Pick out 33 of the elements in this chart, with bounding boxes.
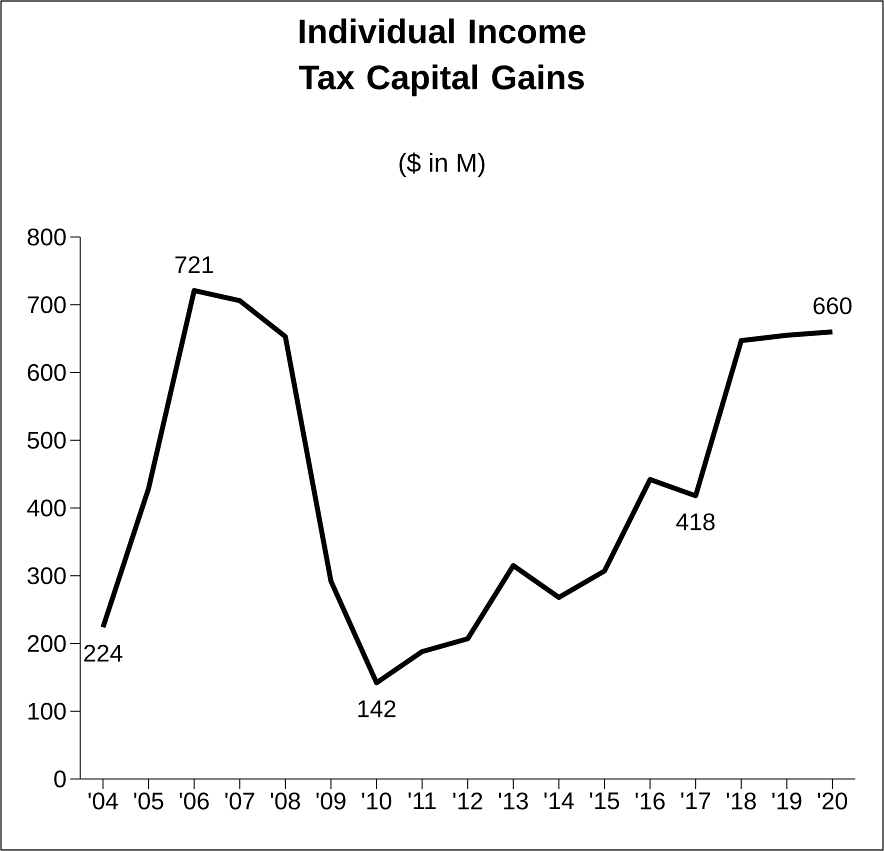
data-label: 142 (358, 700, 396, 718)
x-tick-label: '05 (134, 792, 164, 810)
y-tick-label: 400 (27, 500, 66, 516)
y-tick-label: 200 (28, 635, 66, 652)
x-tick-label: '20 (818, 792, 848, 810)
y-tick-label: 0 (54, 770, 66, 788)
x-tick-label: '14 (544, 792, 574, 810)
x-tick-label: '15 (590, 792, 620, 810)
y-tick-label: 100 (28, 702, 66, 720)
x-tick-label: '07 (225, 792, 254, 810)
x-tick-label: '09 (316, 792, 346, 810)
x-tick-label: '08 (270, 792, 300, 810)
chart-subtitle: ($ in M) (400, 152, 484, 178)
y-tick-label: 600 (28, 364, 66, 381)
x-tick-label: '18 (726, 792, 756, 810)
data-label: 721 (175, 256, 214, 273)
y-tick-label: 500 (28, 432, 66, 449)
x-tick-label: '12 (453, 792, 482, 810)
x-tick-label: '16 (636, 792, 665, 810)
y-tick-label: 800 (28, 228, 66, 246)
x-tick-label: '17 (681, 792, 710, 810)
x-tick-label: '06 (180, 792, 209, 810)
y-tick-label: 700 (28, 296, 66, 314)
x-tick-label: '19 (772, 792, 802, 810)
y-tick-label: 300 (28, 567, 66, 584)
x-tick-label: '11 (408, 792, 436, 810)
x-tick-label: '04 (88, 792, 118, 810)
x-tick-label: '13 (498, 792, 528, 810)
data-label: 418 (676, 513, 715, 530)
data-label: 660 (814, 297, 852, 314)
chart-title: Individual Income Tax Capital Gains (299, 18, 586, 96)
x-tick-label: '10 (362, 792, 392, 810)
data-label: 224 (84, 644, 122, 662)
